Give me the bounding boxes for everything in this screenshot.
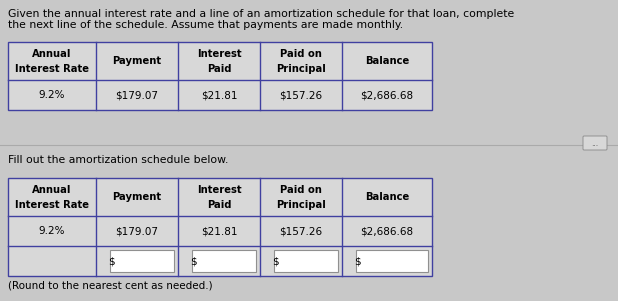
Bar <box>274 250 338 272</box>
Text: Fill out the amortization schedule below.: Fill out the amortization schedule below… <box>8 155 229 165</box>
Text: $: $ <box>354 256 361 266</box>
Text: Payment: Payment <box>112 192 161 202</box>
Bar <box>8 42 432 110</box>
Text: Interest: Interest <box>197 49 241 59</box>
Text: Paid: Paid <box>207 200 231 210</box>
Text: Interest: Interest <box>197 185 241 195</box>
Text: $179.07: $179.07 <box>116 90 158 100</box>
Text: Annual: Annual <box>32 49 72 59</box>
Text: 9.2%: 9.2% <box>39 90 66 100</box>
Bar <box>192 250 256 272</box>
Text: 9.2%: 9.2% <box>39 226 66 236</box>
Bar <box>110 250 174 272</box>
Text: Paid on: Paid on <box>280 49 322 59</box>
Text: $: $ <box>272 256 279 266</box>
Text: $2,686.68: $2,686.68 <box>360 226 413 236</box>
Text: $21.81: $21.81 <box>201 90 237 100</box>
Text: Paid on: Paid on <box>280 185 322 195</box>
Text: Principal: Principal <box>276 64 326 74</box>
Text: $179.07: $179.07 <box>116 226 158 236</box>
Bar <box>8 42 432 110</box>
Text: $157.26: $157.26 <box>279 90 323 100</box>
Text: Annual: Annual <box>32 185 72 195</box>
Text: $: $ <box>108 256 114 266</box>
Bar <box>8 178 432 276</box>
Text: Balance: Balance <box>365 56 409 66</box>
Text: Payment: Payment <box>112 56 161 66</box>
Text: $2,686.68: $2,686.68 <box>360 90 413 100</box>
FancyBboxPatch shape <box>583 136 607 150</box>
Text: Balance: Balance <box>365 192 409 202</box>
Bar <box>8 178 432 276</box>
Text: Paid: Paid <box>207 64 231 74</box>
Text: Interest Rate: Interest Rate <box>15 200 89 210</box>
Text: Principal: Principal <box>276 200 326 210</box>
Text: the next line of the schedule. Assume that payments are made monthly.: the next line of the schedule. Assume th… <box>8 20 403 30</box>
Bar <box>356 250 428 272</box>
Text: $: $ <box>190 256 197 266</box>
Text: $157.26: $157.26 <box>279 226 323 236</box>
Text: (Round to the nearest cent as needed.): (Round to the nearest cent as needed.) <box>8 280 213 290</box>
Text: Interest Rate: Interest Rate <box>15 64 89 74</box>
Text: Given the annual interest rate and a line of an amortization schedule for that l: Given the annual interest rate and a lin… <box>8 9 514 19</box>
Text: ...: ... <box>591 138 599 147</box>
Text: $21.81: $21.81 <box>201 226 237 236</box>
